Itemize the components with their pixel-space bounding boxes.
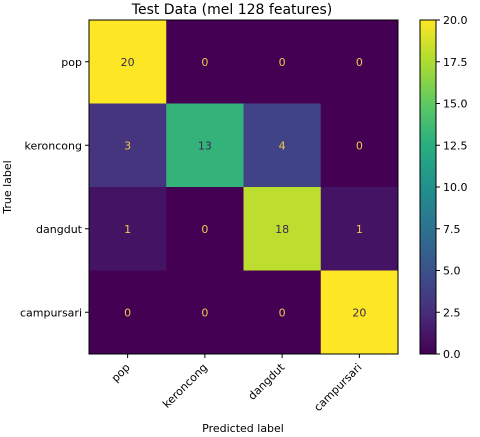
colorbar-tick-label: 20.0 <box>443 14 468 27</box>
heatmap-cell <box>89 270 167 355</box>
cell-value-label: 1 <box>356 223 363 236</box>
cell-value-label: 0 <box>356 139 363 152</box>
heatmap-cell <box>166 103 244 188</box>
heatmap-cell <box>320 103 399 188</box>
heatmap-cell <box>243 187 322 271</box>
x-tick-label: campursari <box>311 361 364 414</box>
cell-value-label: 0 <box>201 306 208 319</box>
heatmap-cell <box>89 103 167 188</box>
cell-value-label: 0 <box>356 56 363 69</box>
cell-value-label: 0 <box>124 306 131 319</box>
y-tick-label: dangdut <box>36 223 83 236</box>
cell-value-label: 20 <box>352 306 366 319</box>
heatmap-cell <box>243 270 322 355</box>
heatmap-cell <box>320 187 399 271</box>
y-axis-label: True label <box>1 160 14 214</box>
heatmap-cell <box>89 187 167 271</box>
heatmap-cell-labels: 20 0 0 0 3 13 4 0 1 0 18 1 0 0 0 20 <box>121 56 367 320</box>
heatmap-cell <box>243 103 322 188</box>
cell-value-label: 18 <box>275 223 289 236</box>
heatmap-cell <box>166 270 244 355</box>
y-tick-label: pop <box>61 56 82 69</box>
x-tick-label: dangdut <box>246 360 288 402</box>
cell-value-label: 0 <box>201 223 208 236</box>
heatmap-cell <box>243 20 322 104</box>
heatmap-cell <box>166 187 244 271</box>
cell-value-label: 0 <box>201 56 208 69</box>
colorbar-tick-label: 15.0 <box>443 98 468 111</box>
cell-value-label: 0 <box>279 306 286 319</box>
plot-frame <box>88 19 399 355</box>
colorbar-tick-label: 12.5 <box>443 139 468 152</box>
heatmap-cell <box>320 270 399 355</box>
y-tick-label: keroncong <box>25 139 82 152</box>
colorbar-tick-label: 0.0 <box>443 348 461 361</box>
colorbar-tick-label: 2.5 <box>443 306 461 319</box>
heatmap-cells <box>89 20 399 355</box>
x-axis-ticks: pop keroncong dangdut campursari <box>109 354 364 414</box>
cell-value-label: 20 <box>121 56 135 69</box>
x-axis-label: Predicted label <box>202 422 284 435</box>
colorbar-tick-label: 7.5 <box>443 223 461 236</box>
cell-value-label: 0 <box>279 56 286 69</box>
cell-value-label: 3 <box>124 139 131 152</box>
y-axis-ticks: pop keroncong dangdut campursari <box>20 56 89 319</box>
colorbar <box>419 19 437 355</box>
colorbar-tick-label: 10.0 <box>443 181 468 194</box>
chart-title: Test Data (mel 128 features) <box>131 2 332 18</box>
colorbar-tick-label: 17.5 <box>443 56 468 69</box>
colorbar-tick-label: 5.0 <box>443 265 461 278</box>
y-tick-label: campursari <box>20 306 82 319</box>
heatmap-cell <box>89 20 167 104</box>
heatmap-cell <box>320 20 399 104</box>
colorbar-ticks: 0.0 2.5 5.0 7.5 10.0 12.5 15.0 17.5 20.0 <box>436 14 468 361</box>
cell-value-label: 13 <box>198 139 212 152</box>
x-tick-label: keroncong <box>160 361 210 411</box>
x-tick-label: pop <box>109 361 133 385</box>
cell-value-label: 4 <box>279 139 286 152</box>
heatmap-cell <box>166 20 244 104</box>
cell-value-label: 1 <box>124 223 131 236</box>
